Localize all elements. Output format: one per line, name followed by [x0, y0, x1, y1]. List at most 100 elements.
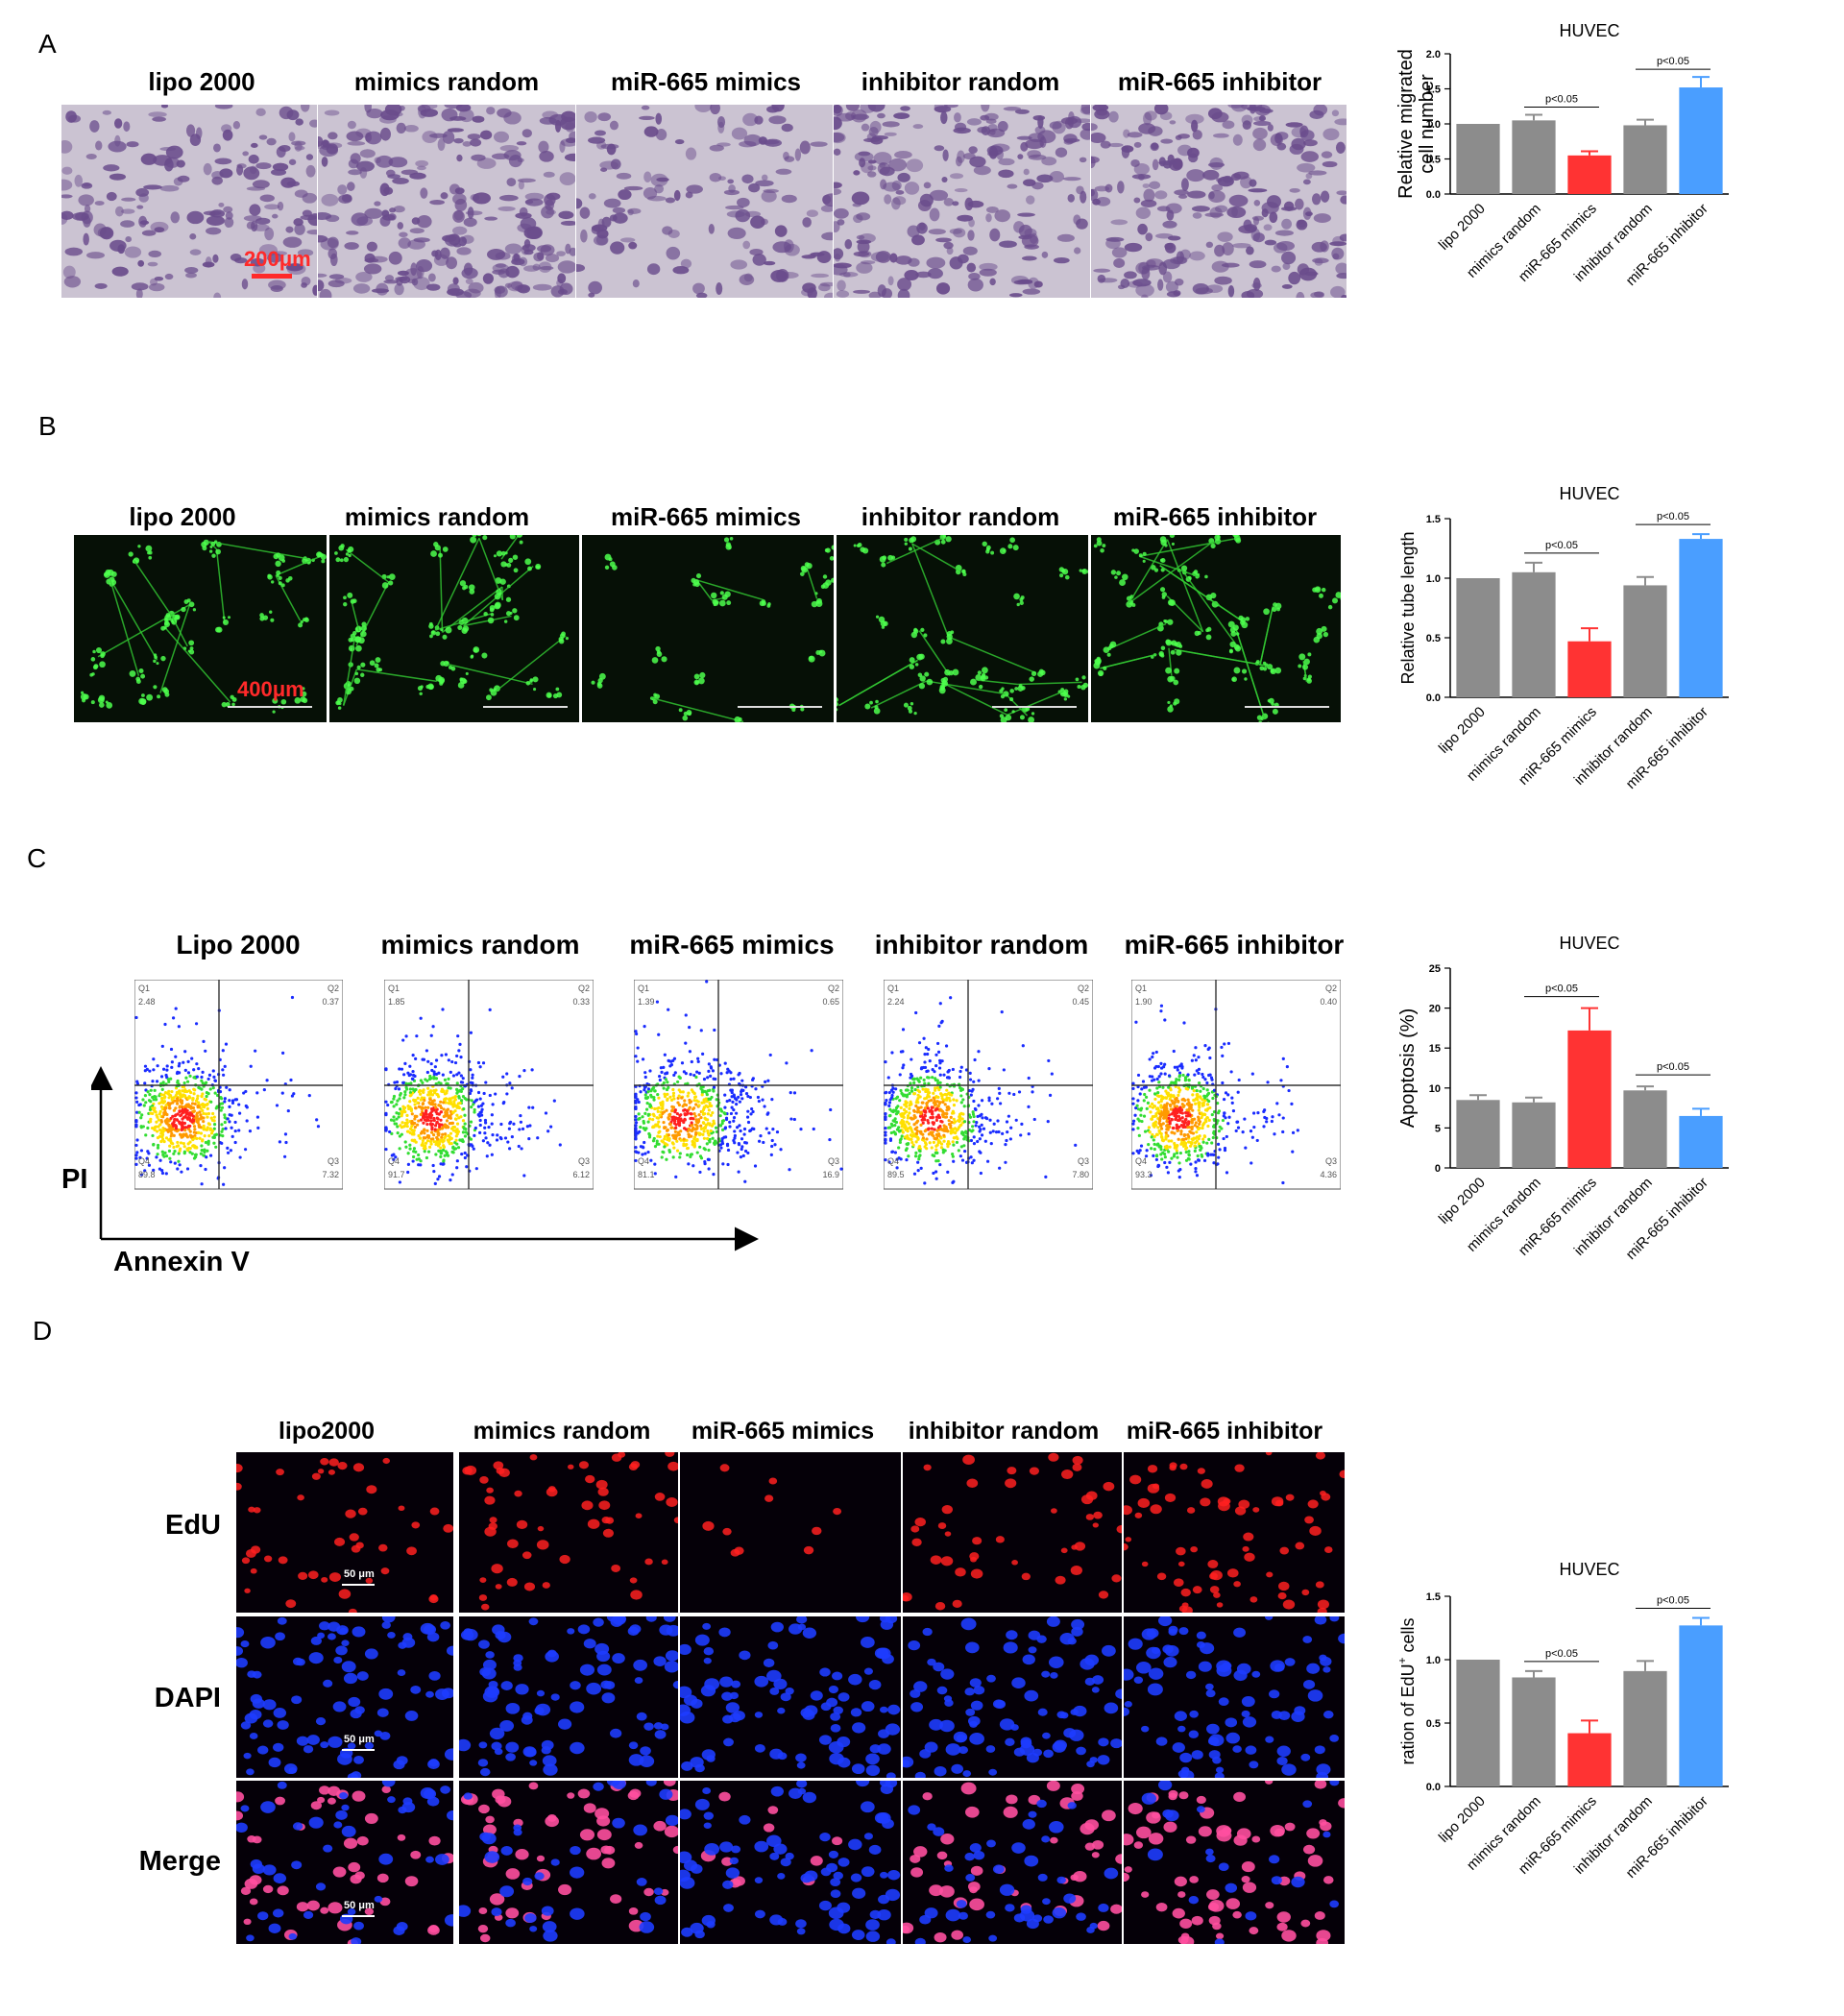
migration-cells: [61, 105, 317, 298]
panel-letter-b: B: [38, 411, 57, 441]
panel-letter-c: C: [27, 843, 47, 873]
flow-scatter: Q1 1.85 Q2 0.33 Q4 91.7 Q3 6.12: [383, 979, 594, 1190]
tube-micrograph: 400μm: [74, 535, 327, 722]
fluorescence-tile: [903, 1781, 1122, 1944]
tube-network: [837, 535, 1088, 722]
flow-plot: Q1 2.48 Q2 0.37 Q4 89.8 Q3 7.32: [133, 979, 344, 1196]
condition-label: mimics random: [344, 502, 530, 531]
condition-label: mimics random: [380, 930, 580, 959]
nuclei: [680, 1616, 901, 1778]
y-axis-label: Relative migratedcell number: [1395, 49, 1438, 199]
svg-text:Q1: Q1: [638, 984, 649, 993]
condition-label: miR-665 mimics: [611, 67, 801, 96]
svg-text:Q2: Q2: [828, 984, 839, 993]
y-tick-label: 1.5: [1426, 85, 1441, 96]
chart-edu: HUVEC 0.0 0.5 1.0 1.5 ration of EdU+ cells lip…: [1396, 1560, 1729, 1882]
svg-text:Q1: Q1: [887, 984, 899, 993]
scale-bar-label: 50 μm: [344, 1900, 375, 1911]
fluorescence-tile: [459, 1781, 678, 1944]
fluorescence-tile: [459, 1616, 678, 1778]
fluorescence-tile: 50 μm: [236, 1452, 453, 1613]
y-tick-label: 1.5: [1426, 514, 1441, 525]
x-tick-label: lipo 2000: [1436, 1793, 1489, 1846]
tube-network: [80, 539, 327, 714]
migration-cells: [576, 105, 833, 298]
migration-micrograph: [576, 105, 833, 298]
condition-label: miR-665 mimics: [691, 1418, 875, 1445]
scale-bar: [1245, 706, 1329, 708]
y-tick-label: 5: [1435, 1123, 1441, 1134]
significance-label: p<0.05: [1657, 1061, 1689, 1073]
migration-micrograph: [1091, 105, 1347, 298]
svg-text:Q1: Q1: [388, 984, 400, 993]
flow-scatter: Q1 2.48 Q2 0.37 Q4 89.8 Q3 7.32: [133, 979, 344, 1190]
bar: [1512, 1677, 1556, 1786]
nuclei: [903, 1616, 1122, 1778]
y-tick-label: 0.5: [1426, 633, 1441, 644]
svg-text:0.37: 0.37: [322, 997, 339, 1007]
bar: [1679, 87, 1723, 194]
migration-micrograph: [318, 105, 575, 298]
flow-scatter: Q1 2.24 Q2 0.45 Q4 89.5 Q3 7.80: [883, 979, 1094, 1190]
scale-bar-label: 400μm: [237, 677, 304, 701]
y-tick-label: 10: [1429, 1083, 1441, 1095]
tube-micrograph: [837, 535, 1088, 722]
tube-network: [591, 536, 834, 722]
panel-letter-a: A: [38, 29, 57, 59]
svg-text:Q3: Q3: [1078, 1156, 1089, 1166]
nuclei: [459, 1616, 678, 1777]
tube-network: [1093, 535, 1341, 722]
bar: [1623, 1670, 1667, 1786]
panel-c-axis-arrows: [91, 1066, 759, 1251]
bar: [1567, 1030, 1612, 1168]
y-axis-label: Relative tube length: [1398, 531, 1418, 684]
bar: [1512, 1102, 1556, 1168]
nuclei: [462, 1452, 678, 1611]
y-tick-label: 25: [1429, 963, 1441, 975]
migration-cells: [834, 105, 1090, 298]
y-tick-label: 0.0: [1426, 1782, 1441, 1793]
flow-scatter: Q1 1.39 Q2 0.65 Q4 81.1 Q3 16.9: [633, 979, 844, 1190]
condition-label: mimics random: [473, 1418, 651, 1445]
nuclei: [236, 1457, 453, 1613]
condition-label: miR-665 inhibitor: [1112, 502, 1318, 531]
significance-label: p<0.05: [1545, 984, 1578, 995]
condition-label: inhibitor random: [861, 67, 1060, 96]
chart-title: HUVEC: [1559, 1560, 1619, 1579]
scale-bar: [228, 706, 312, 708]
bar: [1679, 1625, 1723, 1786]
flow-plot: Q1 2.24 Q2 0.45 Q4 89.5 Q3 7.80: [883, 979, 1094, 1196]
tube-micrograph: [1091, 535, 1341, 722]
condition-label: lipo 2000: [129, 502, 236, 531]
fluorescence-tile: [1124, 1452, 1345, 1613]
chart-title: HUVEC: [1559, 934, 1619, 953]
condition-label: inhibitor random: [908, 1418, 1100, 1445]
pi-axis-label: PI: [61, 1164, 88, 1195]
bar: [1512, 571, 1556, 697]
nuclei: [236, 1781, 453, 1944]
y-tick-label: 0.0: [1426, 692, 1441, 704]
condition-label: miR-665 mimics: [629, 930, 835, 959]
nuclei: [1124, 1452, 1345, 1613]
nuclei: [680, 1781, 901, 1944]
bar: [1623, 585, 1667, 697]
scale-bar: [342, 1915, 375, 1917]
fluorescence-tile: [680, 1781, 901, 1944]
svg-text:6.12: 6.12: [572, 1170, 590, 1179]
y-tick-label: 15: [1429, 1043, 1441, 1055]
y-tick-label: 0.0: [1426, 189, 1441, 201]
bar: [1456, 124, 1500, 194]
scale-bar: [342, 1749, 375, 1751]
svg-text:Q2: Q2: [1078, 984, 1089, 993]
svg-text:Q4: Q4: [887, 1156, 899, 1166]
flow-plot: Q1 1.39 Q2 0.65 Q4 81.1 Q3 16.9: [633, 979, 844, 1196]
fluorescence-tile: [1124, 1781, 1345, 1944]
x-tick-label: lipo 2000: [1436, 1175, 1489, 1227]
svg-text:7.32: 7.32: [322, 1170, 339, 1179]
nuclei: [1124, 1616, 1345, 1778]
x-tick-label: lipo 2000: [1436, 704, 1489, 757]
scale-bar-label: 50 μm: [344, 1734, 375, 1745]
bar: [1456, 1660, 1500, 1786]
